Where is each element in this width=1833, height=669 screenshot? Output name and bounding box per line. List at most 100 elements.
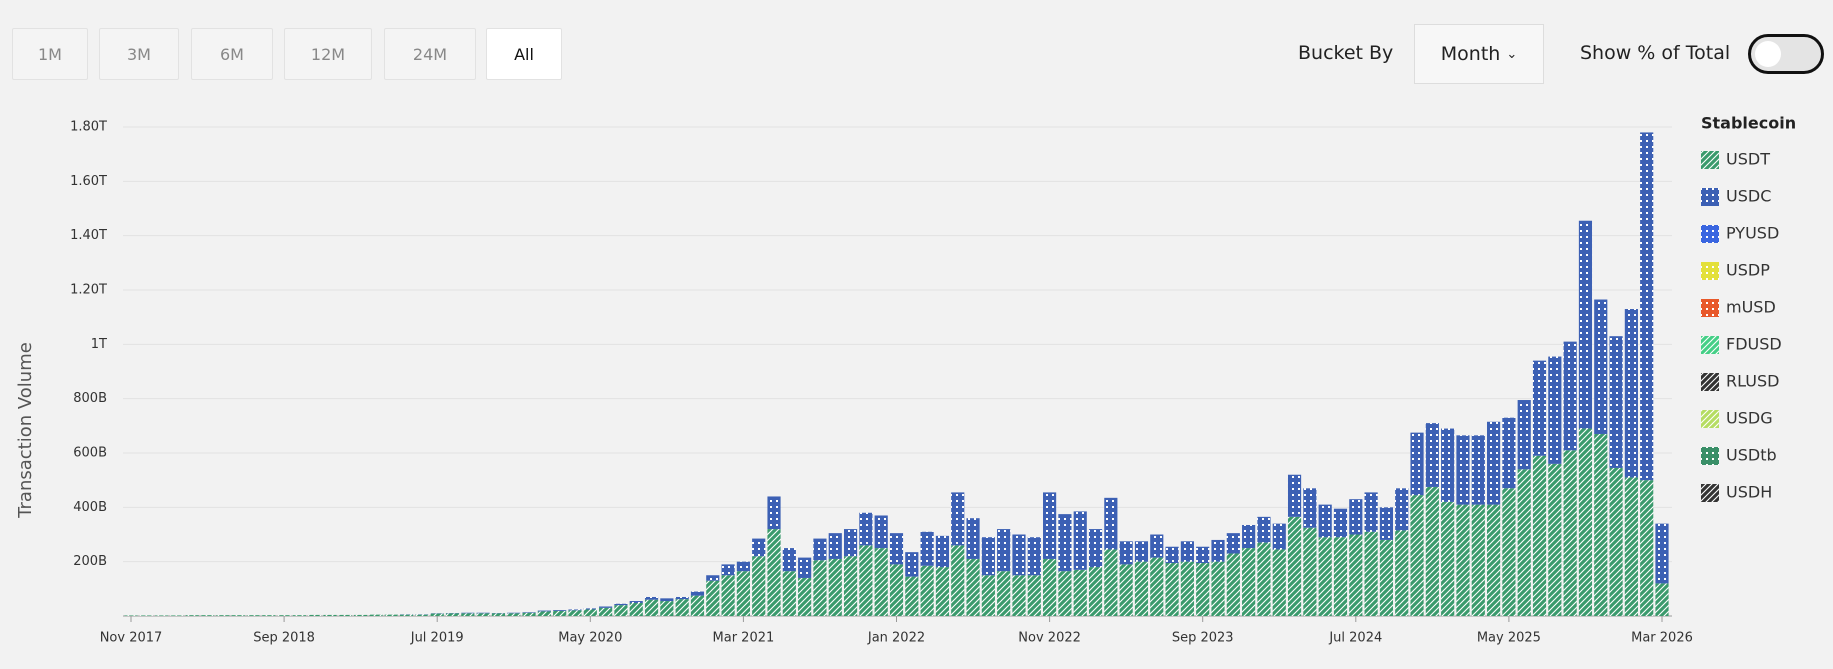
range-button[interactable]: 6M <box>191 28 273 80</box>
bar-segment <box>675 599 689 616</box>
x-tick-label: Jul 2024 <box>1328 631 1382 646</box>
legend-swatch <box>1701 262 1719 280</box>
bar-segment <box>155 615 169 616</box>
bar-segment <box>1088 529 1103 568</box>
bucket-label: Bucket By <box>1298 42 1394 64</box>
range-button[interactable]: 24M <box>384 28 476 80</box>
y-tick-label: 200B <box>73 554 107 569</box>
bar-segment <box>1333 537 1348 616</box>
bar-segment <box>231 615 245 616</box>
bar-segment <box>1196 563 1210 616</box>
bar-segment <box>170 615 184 616</box>
y-tick-label: 1.80T <box>70 120 107 135</box>
bar-segment <box>185 615 199 616</box>
bar-segment <box>1119 541 1133 565</box>
bar-segment <box>1471 504 1485 616</box>
bar-segment <box>1104 549 1118 616</box>
bar-segment <box>537 610 551 612</box>
bar-segment <box>292 615 306 616</box>
bar-segment <box>1058 571 1072 616</box>
bar-segment <box>461 613 475 616</box>
bar-segment <box>859 545 873 616</box>
bar-segment <box>889 564 904 616</box>
bar-segment <box>1594 299 1608 434</box>
bar-segment <box>583 608 597 610</box>
bar-segment <box>1578 428 1593 616</box>
bar-segment <box>721 564 735 576</box>
legend-title: Stablecoin <box>1701 114 1796 133</box>
bar-segment <box>553 610 567 611</box>
bar-segment <box>369 614 383 616</box>
y-tick-label: 1.40T <box>70 228 107 243</box>
bar-segment <box>476 612 490 614</box>
bar-segment <box>828 558 842 616</box>
bar-segment <box>1594 433 1608 616</box>
bar-segment <box>1379 507 1394 540</box>
bar-segment <box>1211 539 1225 562</box>
bar-segment <box>1379 539 1394 616</box>
bar-segment <box>599 606 613 608</box>
bar-segment <box>1043 492 1057 559</box>
bar-segment <box>629 602 643 616</box>
bar-segment <box>1456 504 1470 616</box>
x-tick-label: Nov 2017 <box>100 631 163 646</box>
bar-segment <box>599 607 613 616</box>
bar-segment <box>1196 546 1210 564</box>
bar-segment <box>1012 575 1026 616</box>
x-tick-label: Mar 2026 <box>1631 631 1693 646</box>
bar-segment <box>1456 435 1470 505</box>
bar-segment <box>1609 467 1623 616</box>
legend-swatch <box>1701 447 1719 465</box>
bar-segment <box>1395 530 1409 616</box>
bar-segment <box>905 576 919 616</box>
bar-segment <box>951 492 965 546</box>
range-button[interactable]: 3M <box>99 28 179 80</box>
bar-segment <box>813 560 827 616</box>
legend-label: USDG <box>1726 409 1773 428</box>
bar-segment <box>721 575 735 616</box>
bar-segment <box>507 613 521 616</box>
bar-segment <box>1349 499 1363 535</box>
bar-segment <box>568 609 582 611</box>
bar-segment <box>629 601 643 603</box>
bar-segment <box>859 512 873 546</box>
bar-segment <box>1134 561 1149 616</box>
bar-segment <box>1242 524 1256 549</box>
range-button[interactable]: 1M <box>12 28 88 80</box>
percent-toggle[interactable] <box>1748 34 1824 74</box>
bar-segment <box>690 595 705 616</box>
bar-segment <box>1517 469 1531 616</box>
x-tick-label: Sep 2023 <box>1172 631 1234 646</box>
bar-segment <box>1425 423 1439 487</box>
bar-segment <box>1655 523 1669 584</box>
bar-segment <box>553 610 567 616</box>
bucket-dropdown[interactable]: Month ⌄ <box>1414 24 1544 84</box>
bar-segment <box>951 545 965 616</box>
bar-segment <box>1318 504 1332 538</box>
bar-segment <box>507 612 521 614</box>
legend-swatch <box>1701 336 1719 354</box>
bar-segment <box>354 614 368 616</box>
bar-segment <box>1532 360 1547 456</box>
bar-segment <box>1487 421 1501 505</box>
bar-segment <box>1257 516 1271 543</box>
bar-segment <box>1165 563 1179 616</box>
range-button[interactable]: 12M <box>284 28 372 80</box>
legend-swatch <box>1701 299 1719 317</box>
x-tick-label: Jan 2022 <box>867 631 925 646</box>
bar-segment <box>644 599 659 616</box>
bar-segment <box>614 603 628 606</box>
bar-segment <box>1165 546 1179 564</box>
bar-segment <box>706 575 720 581</box>
bar-segment <box>200 615 215 616</box>
x-tick-label: Jul 2019 <box>410 631 464 646</box>
bar-segment <box>1073 569 1087 616</box>
bar-segment <box>920 565 934 616</box>
x-tick-label: Nov 2022 <box>1018 631 1081 646</box>
legend-label: RLUSD <box>1726 372 1779 391</box>
bar-segment <box>323 614 337 616</box>
bar-segment <box>1548 356 1562 464</box>
legend-label: USDC <box>1726 187 1771 206</box>
range-button[interactable]: All <box>486 28 562 80</box>
